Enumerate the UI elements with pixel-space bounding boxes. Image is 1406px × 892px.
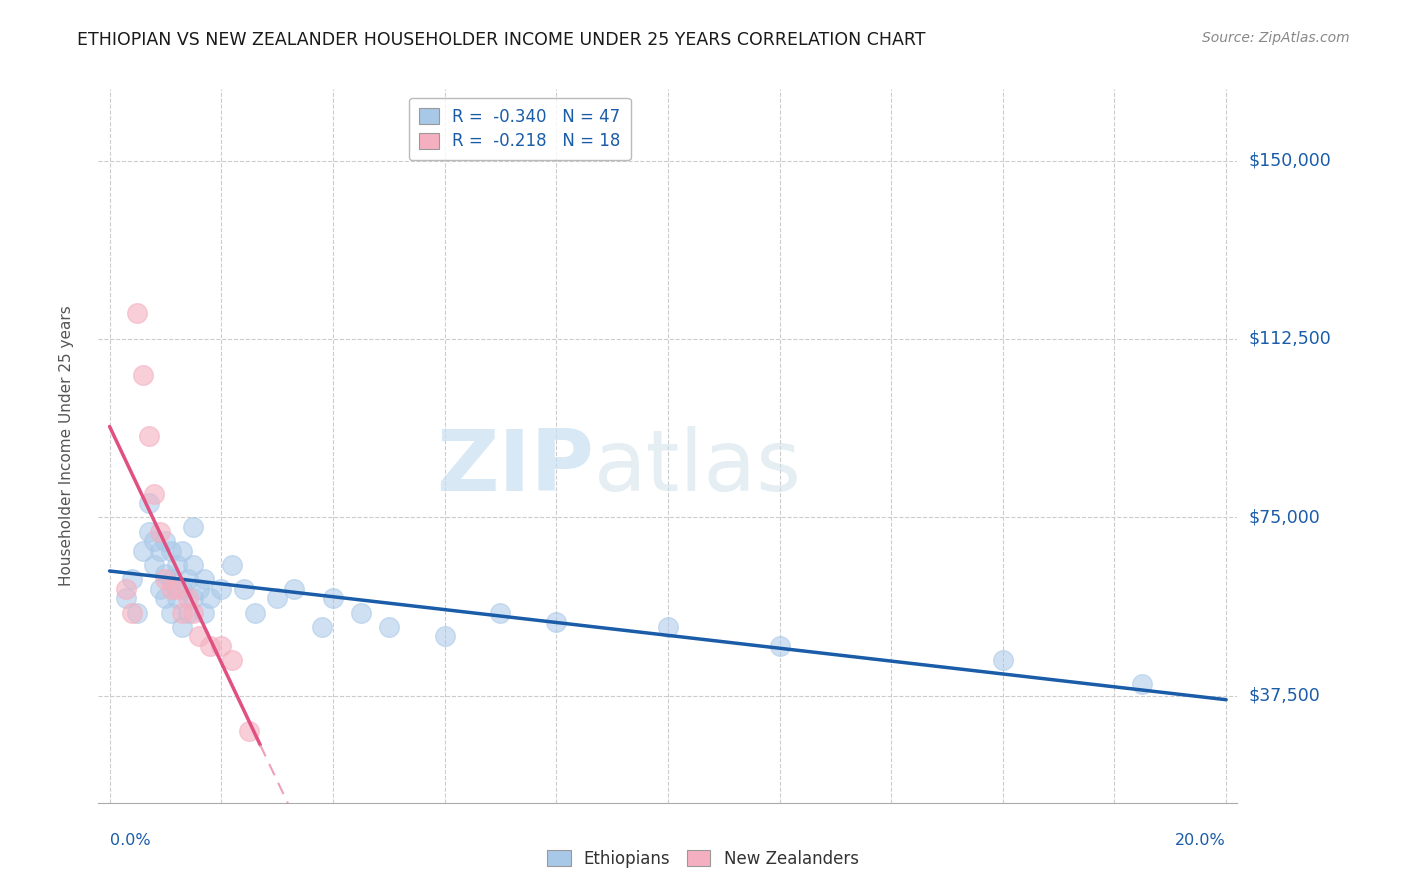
Point <box>166 591 188 606</box>
Point <box>546 615 568 629</box>
Text: $150,000: $150,000 <box>1249 152 1331 169</box>
Point <box>193 606 215 620</box>
Text: $37,500: $37,500 <box>1249 687 1320 705</box>
Point <box>138 429 160 443</box>
Point <box>149 524 172 539</box>
Point <box>138 496 160 510</box>
Point <box>283 582 305 596</box>
Point <box>121 606 143 620</box>
Point <box>155 591 177 606</box>
Point <box>177 572 200 586</box>
Point <box>172 543 194 558</box>
Point <box>138 524 160 539</box>
Point <box>221 653 243 667</box>
Text: 0.0%: 0.0% <box>110 833 150 848</box>
Point <box>377 620 399 634</box>
Point <box>187 629 209 643</box>
Point <box>183 606 205 620</box>
Text: Source: ZipAtlas.com: Source: ZipAtlas.com <box>1202 31 1350 45</box>
Point <box>132 543 155 558</box>
Text: 20.0%: 20.0% <box>1175 833 1226 848</box>
Point <box>132 368 155 382</box>
Point <box>127 306 149 320</box>
Point <box>172 620 194 634</box>
Point <box>160 582 183 596</box>
Text: $75,000: $75,000 <box>1249 508 1320 526</box>
Point <box>991 653 1014 667</box>
Point <box>489 606 512 620</box>
Point <box>166 558 188 572</box>
Point <box>172 582 194 596</box>
Point <box>121 572 143 586</box>
Point <box>209 639 232 653</box>
Point <box>177 591 200 606</box>
Point <box>155 572 177 586</box>
Text: $112,500: $112,500 <box>1249 330 1331 348</box>
Point <box>115 582 138 596</box>
Point <box>160 572 183 586</box>
Legend: R =  -0.340   N = 47, R =  -0.218   N = 18: R = -0.340 N = 47, R = -0.218 N = 18 <box>409 97 631 161</box>
Point <box>172 606 194 620</box>
Text: ZIP: ZIP <box>436 425 593 509</box>
Point <box>149 582 172 596</box>
Point <box>221 558 243 572</box>
Point <box>143 534 166 549</box>
Point <box>322 591 344 606</box>
Point <box>187 582 209 596</box>
Point <box>183 591 205 606</box>
Point <box>198 591 221 606</box>
Point <box>160 543 183 558</box>
Point <box>143 486 166 500</box>
Point <box>243 606 266 620</box>
Point <box>193 572 215 586</box>
Point <box>768 639 790 653</box>
Point <box>149 543 172 558</box>
Point <box>166 582 188 596</box>
Text: ETHIOPIAN VS NEW ZEALANDER HOUSEHOLDER INCOME UNDER 25 YEARS CORRELATION CHART: ETHIOPIAN VS NEW ZEALANDER HOUSEHOLDER I… <box>77 31 925 49</box>
Point <box>143 558 166 572</box>
Point <box>238 724 260 739</box>
Point <box>1130 677 1153 691</box>
Point <box>160 606 183 620</box>
Text: Householder Income Under 25 years: Householder Income Under 25 years <box>59 306 75 586</box>
Point <box>127 606 149 620</box>
Legend: Ethiopians, New Zealanders: Ethiopians, New Zealanders <box>540 844 866 875</box>
Point <box>232 582 254 596</box>
Point <box>155 567 177 582</box>
Point <box>155 534 177 549</box>
Point <box>657 620 679 634</box>
Point <box>350 606 373 620</box>
Point <box>311 620 333 634</box>
Point <box>183 558 205 572</box>
Point <box>266 591 288 606</box>
Point <box>198 639 221 653</box>
Point <box>433 629 456 643</box>
Point <box>209 582 232 596</box>
Point <box>115 591 138 606</box>
Point <box>177 606 200 620</box>
Point <box>183 520 205 534</box>
Text: atlas: atlas <box>593 425 801 509</box>
